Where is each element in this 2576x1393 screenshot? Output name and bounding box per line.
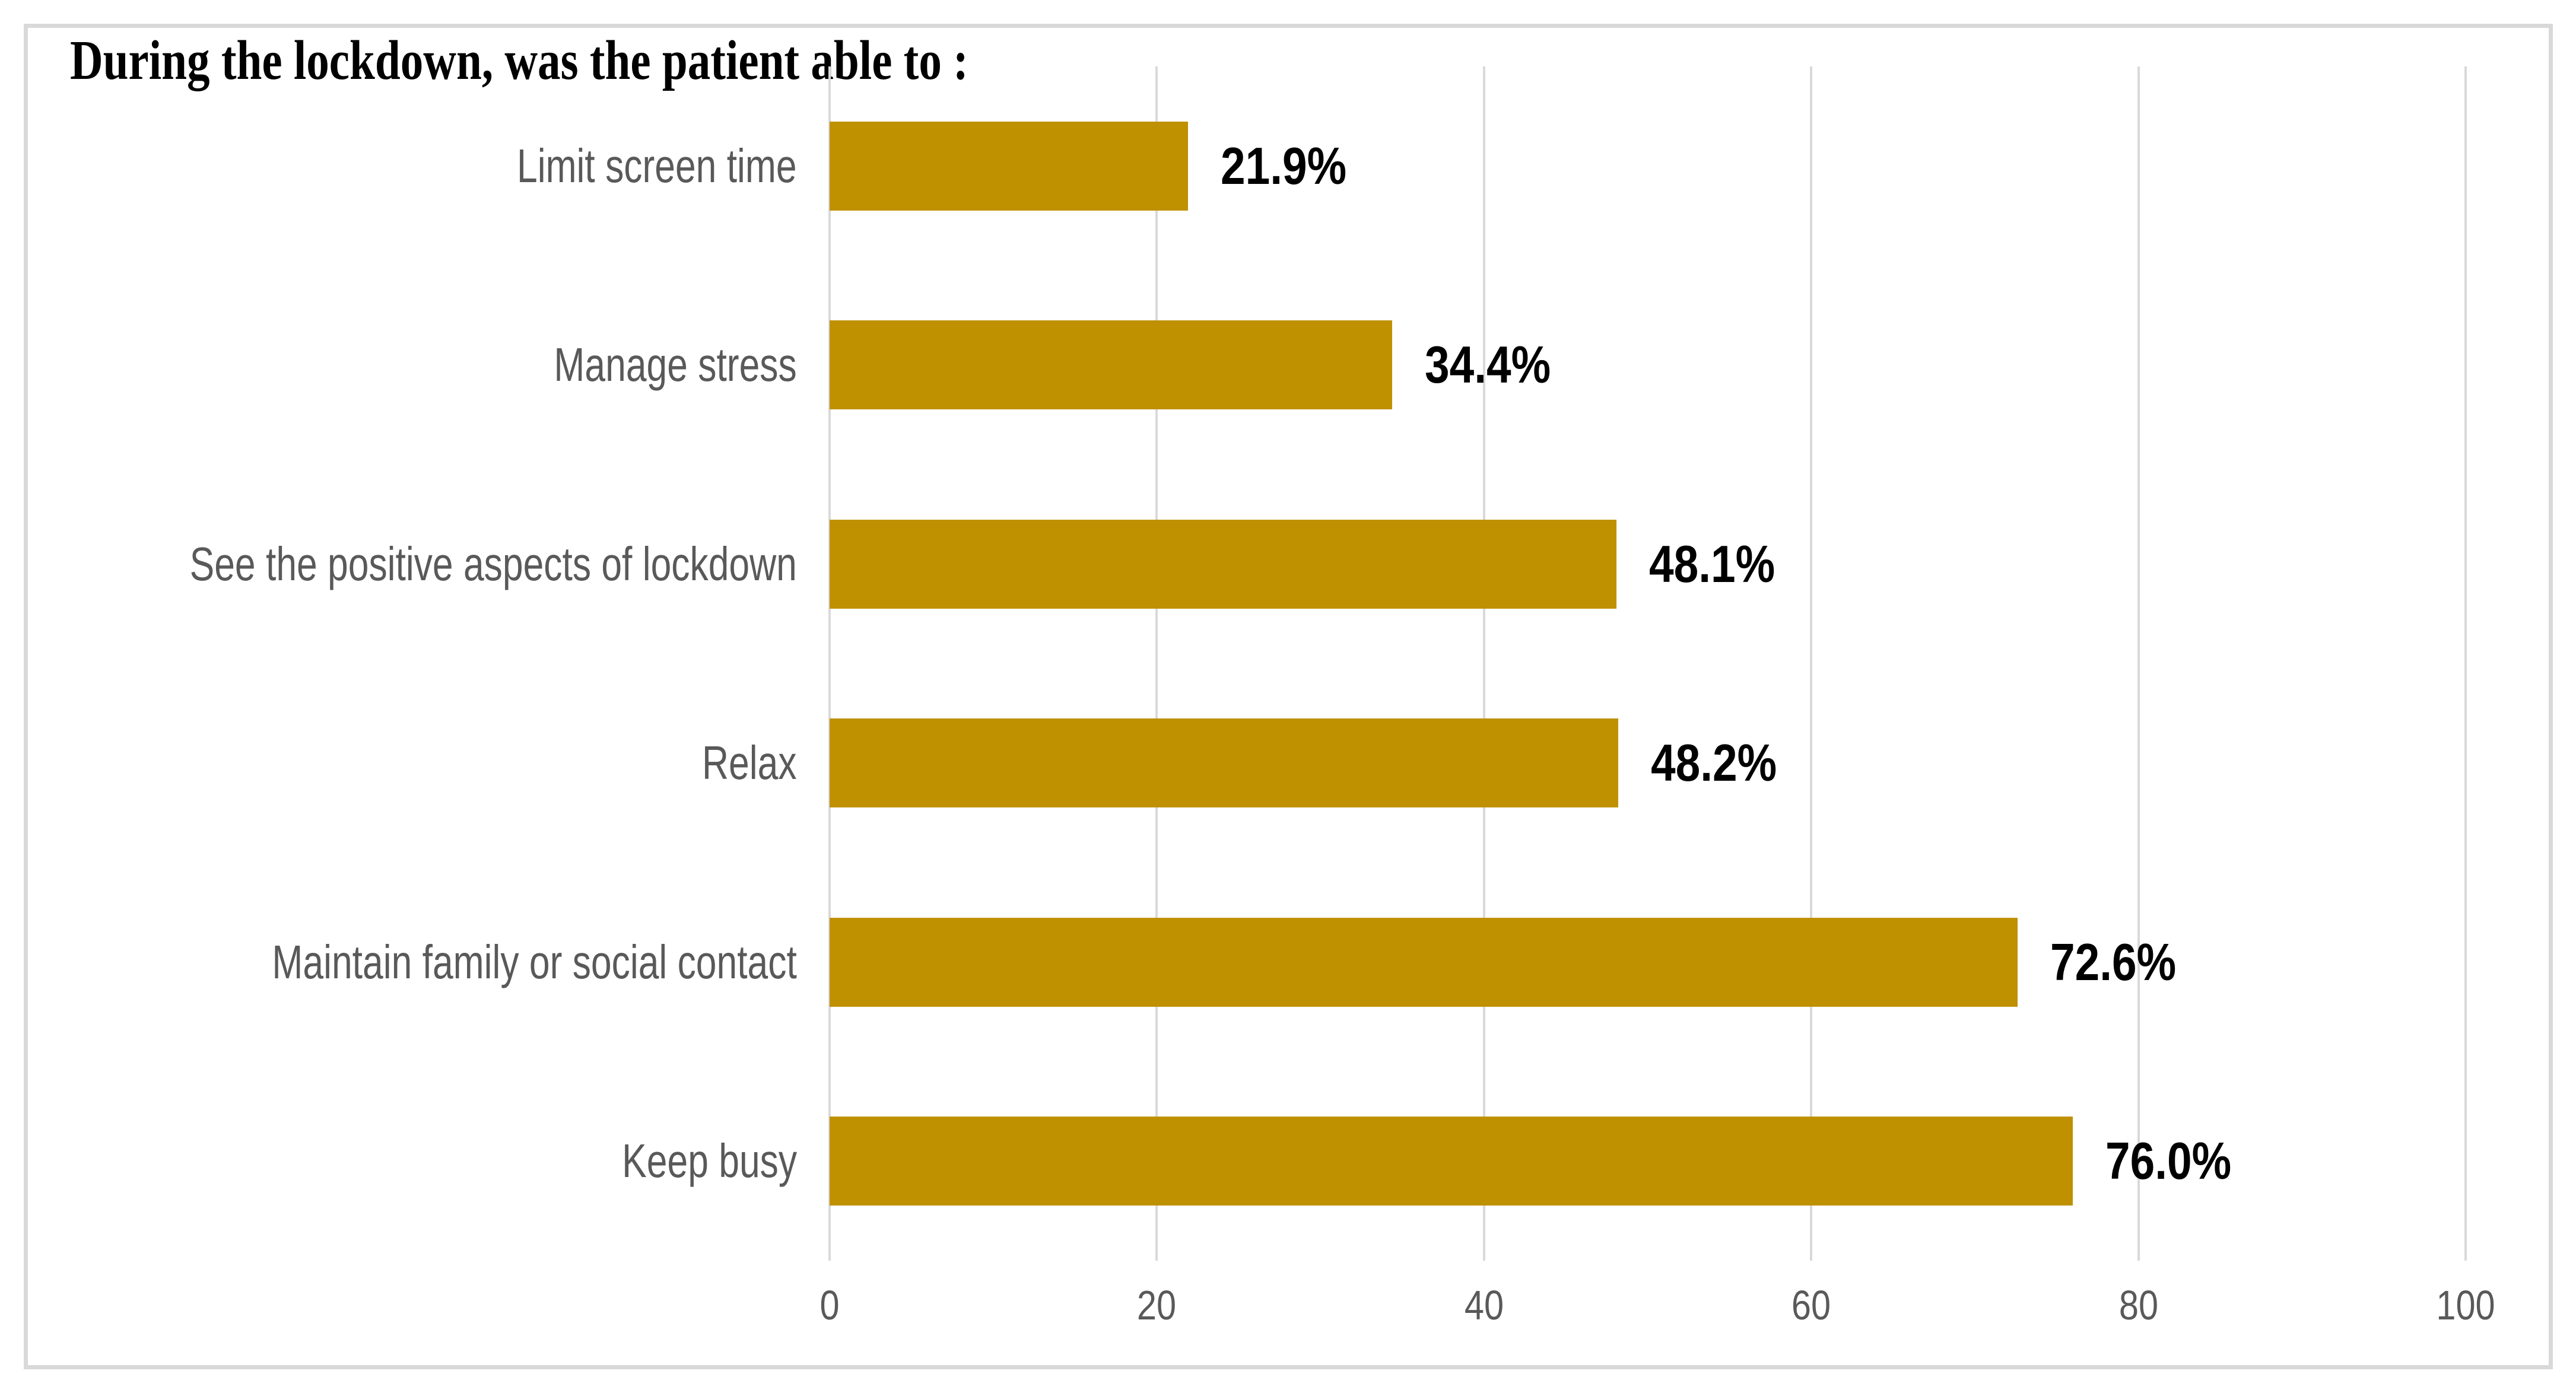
bar-row: Limit screen time 21.9% (517, 66, 2466, 266)
bar (830, 917, 2018, 1007)
bar (830, 121, 1188, 211)
bar-row: Relax 48.2% (702, 664, 2466, 863)
data-label: 76.0% (2105, 1131, 2232, 1191)
bar (830, 718, 1618, 808)
data-label: 48.1% (1649, 534, 1775, 593)
x-axis: 0 20 40 60 80 100 (820, 1281, 2495, 1353)
category-label: Limit screen time (517, 139, 797, 192)
category-label: Maintain family or social contact (272, 935, 797, 988)
bar-row: Keep busy 76.0% (622, 1062, 2466, 1261)
data-label: 34.4% (1425, 335, 1551, 395)
data-label: 72.6% (2050, 932, 2176, 991)
category-label: Keep busy (622, 1134, 797, 1188)
bar-row: Manage stress 34.4% (554, 266, 2466, 465)
category-label: Manage stress (554, 338, 797, 392)
bar-row: See the positive aspects of lockdown 48.… (190, 465, 2466, 664)
x-tick-label: 100 (2436, 1282, 2495, 1328)
bar-row: Maintain family or social contact 72.6% (272, 863, 2466, 1062)
gridline-60 (1810, 66, 1813, 1261)
category-label: See the positive aspects of lockdown (189, 537, 797, 590)
gridline-20 (1155, 66, 1158, 1261)
x-tick-label: 40 (1464, 1282, 1504, 1328)
category-label: Relax (702, 736, 797, 790)
x-tick-label: 80 (2118, 1282, 2158, 1328)
bar (830, 320, 1393, 410)
data-label: 21.9% (1220, 136, 1346, 195)
gridline-0 (828, 66, 831, 1261)
data-label: 48.2% (1650, 733, 1777, 793)
bar (830, 1117, 2073, 1206)
gridline-100 (2464, 66, 2467, 1261)
gridline-40 (1482, 66, 1485, 1261)
x-tick-label: 60 (1792, 1282, 1831, 1328)
x-tick-label: 20 (1137, 1282, 1177, 1328)
chart-title: During the lockdown, was the patient abl… (70, 30, 968, 91)
gridline-80 (2137, 66, 2140, 1261)
bar (830, 519, 1617, 609)
bar-rows: Limit screen time 21.9% Manage stress 34… (190, 66, 2466, 1261)
x-tick-label: 0 (820, 1282, 840, 1328)
plot-area: Limit screen time 21.9% Manage stress 34… (190, 66, 2467, 1261)
